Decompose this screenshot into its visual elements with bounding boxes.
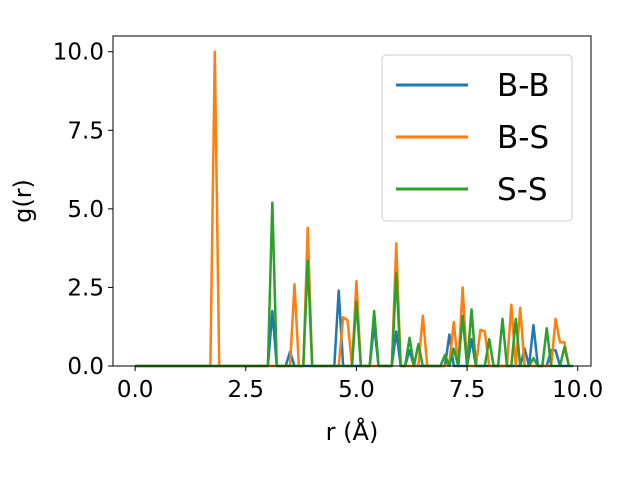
x-tick-label: 7.5 xyxy=(449,377,486,403)
y-axis-ticks: 0.0 2.5 5.0 7.5 10.0 xyxy=(53,40,113,380)
x-axis-ticks: 0.0 2.5 5.0 7.5 10.0 xyxy=(117,366,603,403)
y-tick-label: 10.0 xyxy=(53,40,104,66)
x-tick-label: 5.0 xyxy=(338,377,375,403)
y-axis-label: g(r) xyxy=(9,179,37,223)
x-tick-label: 0.0 xyxy=(117,377,154,403)
y-tick-label: 5.0 xyxy=(67,197,104,223)
x-tick-label: 10.0 xyxy=(552,377,603,403)
x-tick-label: 2.5 xyxy=(227,377,264,403)
legend-label-0: B-B xyxy=(497,68,550,104)
legend-label-2: S-S xyxy=(497,172,548,208)
legend: B-B B-S S-S xyxy=(381,54,573,222)
y-tick-label: 0.0 xyxy=(67,354,104,380)
legend-label-1: B-S xyxy=(497,120,549,156)
legend-box xyxy=(381,54,573,222)
series-line-2 xyxy=(135,201,574,368)
y-tick-label: 7.5 xyxy=(67,118,104,144)
series-layer xyxy=(135,50,574,368)
plot-frame xyxy=(112,35,592,367)
x-axis-label: r (Å) xyxy=(326,417,379,446)
y-tick-label: 2.5 xyxy=(67,275,104,301)
